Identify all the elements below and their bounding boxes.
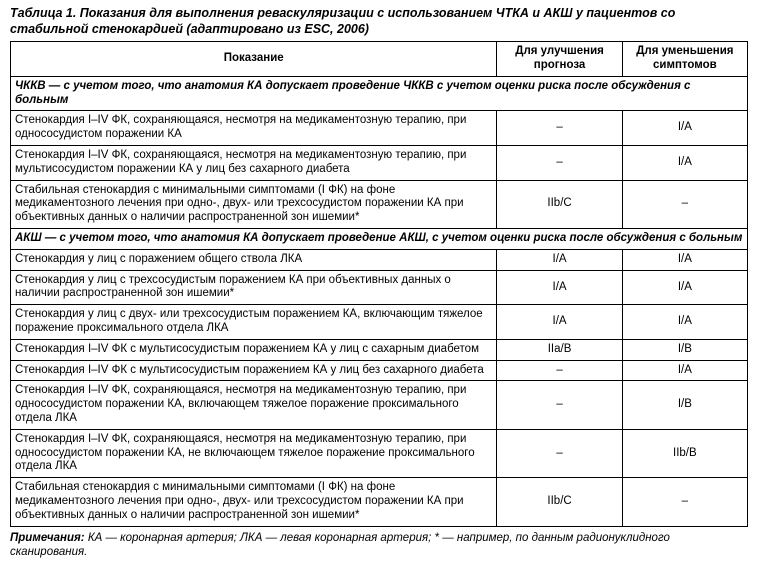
cell-symptoms: I/B [622,339,747,360]
table-notes: Примечания: КА — коронарная артерия; ЛКА… [10,531,748,560]
notes-text: КА — коронарная артерия; ЛКА — левая кор… [10,532,670,558]
indications-table: Показание Для улучшения прогноза Для уме… [10,41,748,526]
cell-indication: Стенокардия I–IV ФК с мультисосудистым п… [11,339,497,360]
table-row: Стенокардия I–IV ФК с мультисосудистым п… [11,339,748,360]
section-title: АКШ — с учетом того, что анатомия КА доп… [11,229,748,250]
cell-symptoms: – [622,180,747,228]
cell-indication: Стенокардия I–IV ФК, сохраняющаяся, несм… [11,381,497,429]
cell-symptoms: I/A [622,146,747,181]
col-header-indication: Показание [11,42,497,77]
cell-symptoms: I/A [622,111,747,146]
col-header-symptoms: Для уменьшения симптомов [622,42,747,77]
table-row: Стенокардия I–IV ФК с мультисосудистым п… [11,360,748,381]
cell-prognosis: – [497,381,622,429]
table-row: Стенокардия у лиц с двух- или трехсосуди… [11,305,748,340]
cell-symptoms: IIb/B [622,429,747,477]
table-row: Стенокардия I–IV ФК, сохраняющаяся, несм… [11,111,748,146]
table-header-row: Показание Для улучшения прогноза Для уме… [11,42,748,77]
page: Таблица 1. Показания для выполнения рева… [0,0,758,567]
section-header: АКШ — с учетом того, что анатомия КА доп… [11,229,748,250]
table-row: Стенокардия у лиц с трехсосудистым пораж… [11,270,748,305]
table-row: Стабильная стенокардия с минимальными си… [11,180,748,228]
cell-symptoms: I/A [622,270,747,305]
cell-symptoms: – [622,478,747,526]
cell-prognosis: – [497,429,622,477]
cell-indication: Стенокардия у лиц с поражением общего ст… [11,249,497,270]
cell-indication: Стенокардия I–IV ФК с мультисосудистым п… [11,360,497,381]
cell-indication: Стенокардия I–IV ФК, сохраняющаяся, несм… [11,111,497,146]
cell-prognosis: I/A [497,305,622,340]
cell-prognosis: IIa/B [497,339,622,360]
cell-prognosis: – [497,360,622,381]
cell-indication: Стенокардия I–IV ФК, сохраняющаяся, несм… [11,429,497,477]
cell-prognosis: I/A [497,270,622,305]
cell-prognosis: IIb/C [497,478,622,526]
cell-symptoms: I/A [622,249,747,270]
cell-prognosis: IIb/C [497,180,622,228]
section-header: ЧККВ — с учетом того, что анатомия КА до… [11,76,748,111]
cell-indication: Стенокардия I–IV ФК, сохраняющаяся, несм… [11,146,497,181]
cell-indication: Стабильная стенокардия с минимальными си… [11,180,497,228]
cell-symptoms: I/B [622,381,747,429]
cell-symptoms: I/A [622,360,747,381]
cell-indication: Стенокардия у лиц с двух- или трехсосуди… [11,305,497,340]
table-row: Стенокардия у лиц с поражением общего ст… [11,249,748,270]
table-row: Стенокардия I–IV ФК, сохраняющаяся, несм… [11,429,748,477]
cell-indication: Стабильная стенокардия с минимальными си… [11,478,497,526]
cell-prognosis: I/A [497,249,622,270]
table-row: Стенокардия I–IV ФК, сохраняющаяся, несм… [11,381,748,429]
table-caption: Таблица 1. Показания для выполнения рева… [10,6,748,37]
cell-prognosis: – [497,111,622,146]
notes-label: Примечания: [10,532,85,544]
table-row: Стабильная стенокардия с минимальными си… [11,478,748,526]
cell-indication: Стенокардия у лиц с трехсосудистым пораж… [11,270,497,305]
section-title: ЧККВ — с учетом того, что анатомия КА до… [11,76,748,111]
cell-prognosis: – [497,146,622,181]
table-row: Стенокардия I–IV ФК, сохраняющаяся, несм… [11,146,748,181]
cell-symptoms: I/A [622,305,747,340]
col-header-prognosis: Для улучшения прогноза [497,42,622,77]
